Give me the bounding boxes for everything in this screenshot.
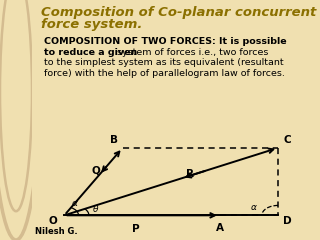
Text: COMPOSITION OF TWO FORCES: It is possible: COMPOSITION OF TWO FORCES: It is possibl… xyxy=(44,37,286,46)
Text: Composition of Co-planar concurrent: Composition of Co-planar concurrent xyxy=(41,6,316,19)
Text: to reduce a given: to reduce a given xyxy=(44,48,137,57)
Text: system of forces i.e., two forces: system of forces i.e., two forces xyxy=(114,48,268,57)
Text: O: O xyxy=(48,216,57,226)
Text: R: R xyxy=(186,169,194,179)
Text: Nilesh G.: Nilesh G. xyxy=(35,228,77,236)
Text: $\theta$: $\theta$ xyxy=(92,203,99,214)
Text: P: P xyxy=(132,224,139,234)
Text: $\alpha$: $\alpha$ xyxy=(71,199,79,208)
Text: D: D xyxy=(283,216,292,226)
Text: $\alpha$: $\alpha$ xyxy=(250,203,257,212)
Text: force) with the help of parallelogram law of forces.: force) with the help of parallelogram la… xyxy=(44,69,284,78)
Text: force system.: force system. xyxy=(41,18,142,31)
Text: B: B xyxy=(109,135,117,145)
Text: to the simplest system as its equivalent (resultant: to the simplest system as its equivalent… xyxy=(44,58,283,67)
Text: A: A xyxy=(216,223,224,233)
Text: Q: Q xyxy=(92,166,100,176)
Text: C: C xyxy=(283,135,291,145)
